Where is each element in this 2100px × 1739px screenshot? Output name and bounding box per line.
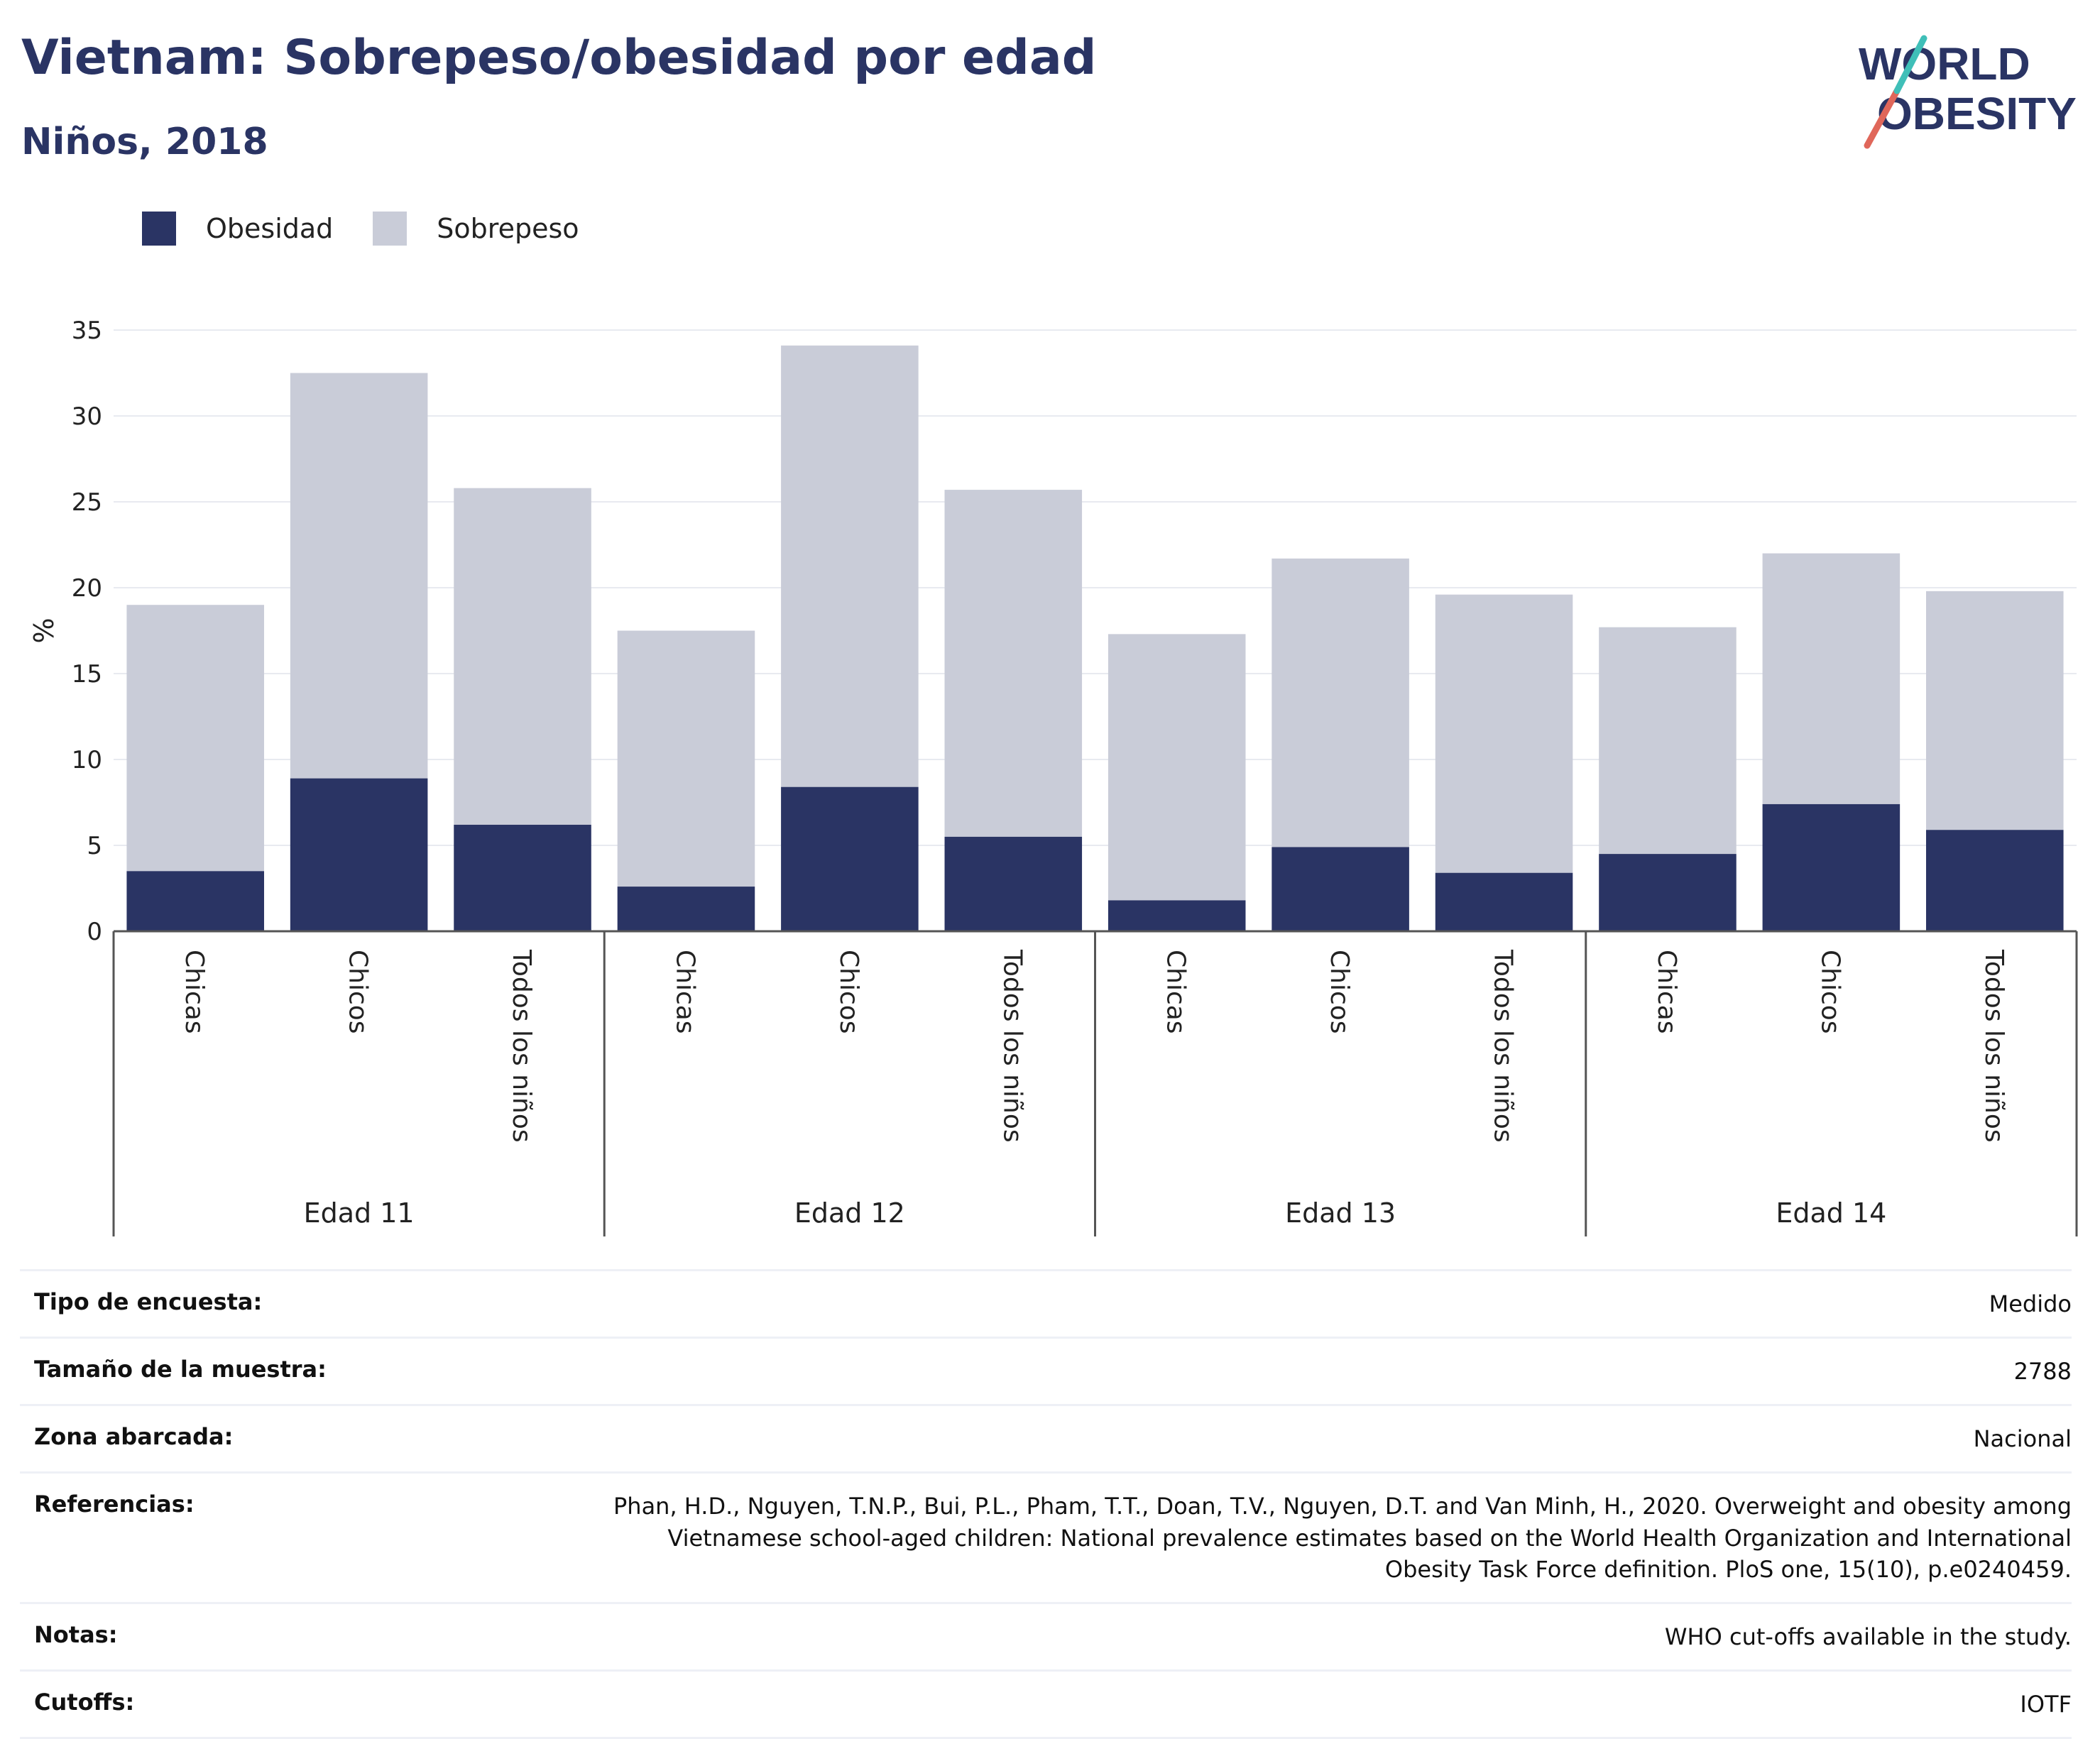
x-category-label: Chicas (1652, 950, 1681, 1034)
bar-obesidad (1599, 854, 1737, 931)
svg-text:WORLD: WORLD (1859, 38, 2030, 89)
info-label: Referencias: (34, 1491, 195, 1518)
info-value: IOTF (2020, 1691, 2072, 1718)
info-row-cutoffs: Cutoffs: IOTF (20, 1669, 2072, 1739)
legend-item-obesidad: Obesidad (142, 212, 333, 246)
y-tick-label: 0 (87, 918, 102, 946)
bar-obesidad (126, 871, 264, 931)
info-label: Tamaño de la muestra: (34, 1356, 327, 1383)
x-category-label: Chicos (834, 950, 863, 1034)
x-category-label: Todos los niños (507, 949, 536, 1143)
x-category-label: Chicos (344, 950, 373, 1034)
bar-obesidad (290, 778, 428, 931)
page-subtitle: Niños, 2018 (21, 121, 268, 163)
info-value: WHO cut-offs available in the study. (1664, 1623, 2072, 1650)
bar-sobrepeso (1599, 627, 1737, 855)
info-label: Notas: (34, 1620, 118, 1648)
bar-sobrepeso (1926, 591, 2064, 830)
legend-label-obesidad: Obesidad (206, 213, 334, 244)
x-category-label: Todos los niños (1979, 949, 2008, 1143)
legend-label-sobrepeso: Sobrepeso (437, 213, 579, 244)
bar-obesidad (1108, 900, 1246, 931)
world-obesity-logo: WORLD OBESITY (1859, 35, 2077, 149)
info-row-survey-type: Tipo de encuesta: Medido (20, 1269, 2072, 1337)
x-group-label: Edad 14 (1776, 1197, 1886, 1229)
bar-obesidad (1272, 847, 1409, 931)
info-row-notes: Notas: WHO cut-offs available in the stu… (20, 1601, 2072, 1669)
bar-sobrepeso (944, 490, 1083, 837)
y-tick-label: 25 (72, 488, 102, 517)
bar-sobrepeso (454, 488, 591, 825)
x-category-label: Chicas (180, 950, 209, 1034)
x-category-label: Chicos (1815, 950, 1844, 1034)
y-tick-label: 20 (72, 574, 102, 603)
x-group-label: Edad 12 (794, 1197, 905, 1229)
bar-sobrepeso (1435, 594, 1573, 873)
info-value: Phan, H.D., Nguyen, T.N.P., Bui, P.L., P… (613, 1493, 2072, 1583)
legend-swatch-obesidad (142, 212, 176, 246)
x-category-label: Todos los niños (1489, 949, 1518, 1143)
y-tick-label: 10 (72, 746, 102, 774)
bar-sobrepeso (1762, 553, 1901, 804)
y-tick-label: 30 (72, 402, 102, 431)
bar-obesidad (454, 824, 591, 931)
bar-obesidad (1762, 803, 1901, 931)
legend-swatch-sobrepeso (373, 212, 408, 246)
x-group-label: Edad 11 (304, 1197, 415, 1229)
bar-sobrepeso (781, 345, 919, 787)
bar-obesidad (1435, 872, 1573, 931)
y-tick-label: 35 (72, 317, 102, 345)
page-title: Vietnam: Sobrepeso/obesidad por edad (21, 30, 1097, 86)
bar-sobrepeso (617, 630, 755, 887)
bar-sobrepeso (1108, 634, 1246, 901)
y-axis-label: % (28, 618, 60, 643)
bar-obesidad (781, 786, 919, 931)
svg-text:OBESITY: OBESITY (1877, 88, 2077, 139)
info-label: Zona abarcada: (34, 1423, 234, 1451)
y-tick-label: 15 (72, 660, 102, 689)
bar-sobrepeso (290, 373, 428, 779)
info-value: Nacional (1973, 1425, 2072, 1453)
bar-obesidad (944, 836, 1083, 931)
info-label: Cutoffs: (34, 1689, 135, 1716)
legend-item-sobrepeso: Sobrepeso (373, 212, 579, 246)
x-category-label: Todos los niños (997, 949, 1027, 1143)
bar-obesidad (1926, 830, 2064, 931)
bar-sobrepeso (1272, 558, 1409, 847)
bar-chart: 0 5 10 15 20 25 30 35% Chicas Chicos Todos los niñ… (28, 317, 2078, 1236)
bar-obesidad (617, 887, 755, 931)
info-value: 2788 (2013, 1358, 2072, 1386)
info-value: Medido (1989, 1290, 2072, 1317)
chart-legend: Obesidad Sobrepeso (142, 212, 619, 246)
x-category-label: Chicas (670, 950, 699, 1034)
x-category-label: Chicos (1325, 950, 1354, 1034)
x-category-label: Chicas (1161, 950, 1191, 1034)
info-row-sample-size: Tamaño de la muestra: 2788 (20, 1337, 2072, 1404)
info-label: Tipo de encuesta: (34, 1288, 263, 1315)
y-tick-label: 5 (87, 832, 102, 860)
info-row-area: Zona abarcada: Nacional (20, 1404, 2072, 1471)
x-group-label: Edad 13 (1285, 1197, 1396, 1229)
info-row-references: Referencias: Phan, H.D., Nguyen, T.N.P.,… (20, 1471, 2072, 1601)
bar-sobrepeso (126, 605, 264, 872)
survey-info-table: Tipo de encuesta: Medido Tamaño de la mu… (20, 1269, 2072, 1739)
